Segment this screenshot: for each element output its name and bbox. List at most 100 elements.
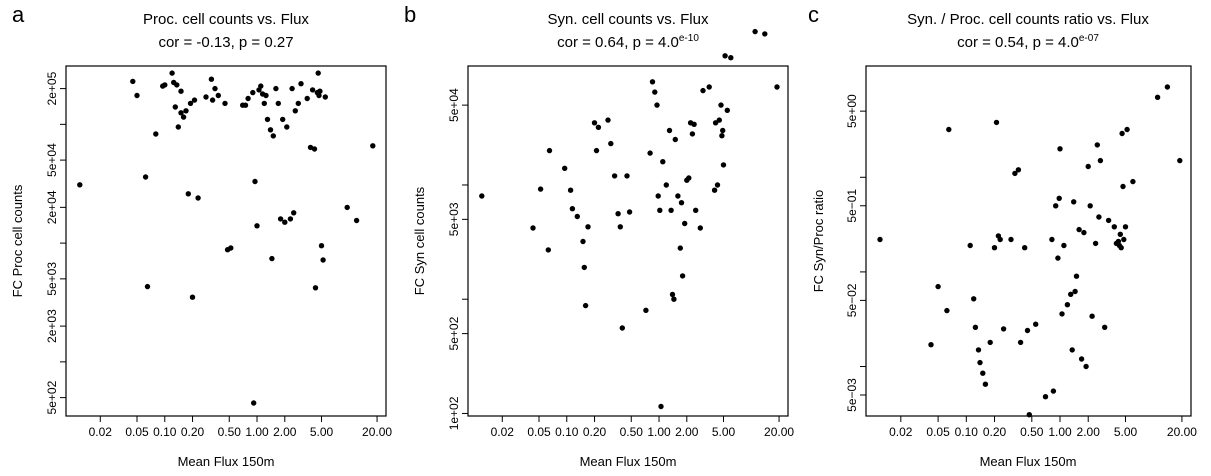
panel-c-subtitle-text: cor = 0.54, p = 4.0e-07 bbox=[957, 33, 1099, 51]
panel-b-x-tick-label: 5.00 bbox=[712, 425, 736, 439]
panel-c-point bbox=[1117, 231, 1124, 237]
panel-a-y-tick-label: 5e+02 bbox=[45, 380, 59, 414]
panel-b-point bbox=[691, 121, 697, 128]
panel-c-point bbox=[1119, 130, 1125, 137]
panel-c-point bbox=[977, 359, 983, 366]
panel-a-point bbox=[252, 178, 258, 185]
panel-c-point bbox=[1015, 167, 1022, 173]
panel-b-point bbox=[722, 53, 728, 59]
panel-a-point bbox=[169, 70, 175, 76]
panel-c-point bbox=[1087, 203, 1093, 209]
panel-c-x-tick-label: 0.50 bbox=[1020, 425, 1044, 439]
panel-a-point bbox=[187, 100, 194, 107]
panel-a-point bbox=[311, 146, 318, 152]
panel-c-point bbox=[1000, 326, 1007, 332]
panel-c-point bbox=[935, 283, 941, 290]
panel-c-point bbox=[1059, 311, 1065, 317]
panel-a-point bbox=[317, 88, 323, 94]
panel-a-point bbox=[292, 108, 298, 114]
panel-a-title: Proc. cell counts vs. Flux bbox=[143, 11, 309, 28]
panel-a-point bbox=[312, 285, 319, 291]
panel-b-point bbox=[595, 124, 602, 130]
panel-c-point bbox=[1121, 236, 1127, 243]
panel-c-point bbox=[1026, 412, 1033, 418]
panel-c-x-ticks: 0.02 0.05 0.10 0.20 0.50 1.00 2.00 5.00 20.00 bbox=[889, 416, 1197, 439]
panel-b-y-axis-label: FC Syn cell counts bbox=[412, 186, 427, 295]
panel-a: a Proc. cell counts vs. Flux cor = -0.13… bbox=[10, 2, 392, 469]
panel-b: b Syn. cell counts vs. Flux cor = 0.64, … bbox=[404, 2, 794, 469]
panel-c-points bbox=[877, 84, 1183, 418]
panel-b-point bbox=[686, 175, 692, 181]
panel-b-point bbox=[752, 28, 758, 35]
panel-a-point bbox=[275, 100, 281, 107]
panel-a-point bbox=[172, 104, 178, 110]
panel-c-point bbox=[928, 342, 934, 348]
panel-c-point bbox=[967, 242, 973, 249]
panel-a-point bbox=[178, 88, 184, 94]
panel-b-point bbox=[712, 120, 719, 126]
panel-a-x-axis-label: Mean Flux 150m bbox=[178, 454, 275, 469]
panel-a-point bbox=[144, 283, 151, 290]
panel-c-point bbox=[1096, 214, 1102, 220]
panel-c-point bbox=[1072, 288, 1078, 295]
panel-b-x-tick-label: 1.00 bbox=[647, 425, 671, 439]
panel-b-point bbox=[720, 162, 727, 168]
panel-b-x-tick-label: 0.10 bbox=[555, 425, 579, 439]
panel-a-point bbox=[309, 87, 316, 93]
panel-c-point bbox=[1042, 394, 1049, 400]
panel-a-point bbox=[270, 133, 276, 139]
panel-a-point bbox=[344, 204, 350, 211]
panel-a-point bbox=[258, 83, 264, 89]
panel-a-point bbox=[264, 116, 271, 123]
panel-b-points bbox=[479, 28, 780, 410]
panel-b-x-tick-label: 0.05 bbox=[527, 425, 551, 439]
panel-b-x-axis-label: Mean Flux 150m bbox=[580, 454, 677, 469]
panel-b-x-tick-label: 0.20 bbox=[583, 425, 607, 439]
panel-c-point bbox=[1076, 226, 1082, 233]
panel-c-y-ticks: 5e−03 5e−02 5e−01 5e+00 bbox=[845, 94, 866, 412]
panel-b-point bbox=[591, 120, 598, 126]
panel-b-point bbox=[624, 173, 630, 179]
panel-a-point bbox=[130, 78, 136, 85]
panel-a-point bbox=[269, 255, 275, 262]
panel-a-points bbox=[77, 70, 376, 406]
panel-a-x-tick-label: 0.20 bbox=[181, 425, 205, 439]
panel-a-y-ticks: 5e+02 2e+03 5e+03 2e+04 5e+04 2e+05 bbox=[45, 71, 66, 414]
panel-a-point bbox=[180, 114, 187, 120]
panel-b-plot-frame bbox=[467, 65, 789, 417]
panel-c-point bbox=[1081, 229, 1087, 236]
panel-b-point bbox=[706, 84, 712, 90]
panel-b-y-tick-label: 5e+04 bbox=[447, 88, 461, 122]
panel-b-y-tick-label: 1e+02 bbox=[447, 396, 461, 430]
panel-a-x-tick-label: 0.10 bbox=[153, 425, 177, 439]
panel-c-letter: c bbox=[808, 2, 819, 27]
panel-c-x-tick-label: 0.10 bbox=[955, 425, 979, 439]
panel-a-point bbox=[222, 100, 228, 107]
panel-b-point bbox=[574, 213, 580, 220]
panel-b-point bbox=[672, 136, 678, 143]
panel-b-x-ticks: 0.02 0.05 0.10 0.20 0.50 1.00 2.00 5.00 20.00 bbox=[491, 416, 794, 439]
panel-c-point bbox=[1102, 324, 1108, 330]
panel-b-point bbox=[585, 224, 591, 230]
panel-b-point bbox=[668, 207, 674, 213]
panel-a-point bbox=[291, 210, 297, 216]
panel-c-point bbox=[1061, 242, 1067, 249]
panel-a-x-tick-label: 0.02 bbox=[89, 425, 113, 439]
panel-a-plot-frame bbox=[65, 65, 387, 417]
panel-b-point bbox=[546, 147, 553, 154]
panel-a-point bbox=[267, 127, 274, 133]
panel-c-point bbox=[1056, 195, 1062, 201]
panel-b-point bbox=[720, 127, 726, 134]
panel-c-point bbox=[1008, 236, 1014, 243]
panel-c-point bbox=[987, 339, 993, 346]
panel-b-y-tick-label: 5e+03 bbox=[447, 202, 461, 236]
panel-c-point bbox=[1094, 142, 1101, 148]
panel-c-point bbox=[1124, 126, 1130, 133]
panel-b-point bbox=[562, 165, 568, 171]
panel-c-y-tick-label: 5e+00 bbox=[845, 94, 859, 128]
panel-a-point bbox=[287, 216, 294, 222]
panel-a-point bbox=[282, 219, 288, 225]
panel-b-point bbox=[643, 307, 649, 313]
panel-a-point bbox=[215, 92, 221, 99]
